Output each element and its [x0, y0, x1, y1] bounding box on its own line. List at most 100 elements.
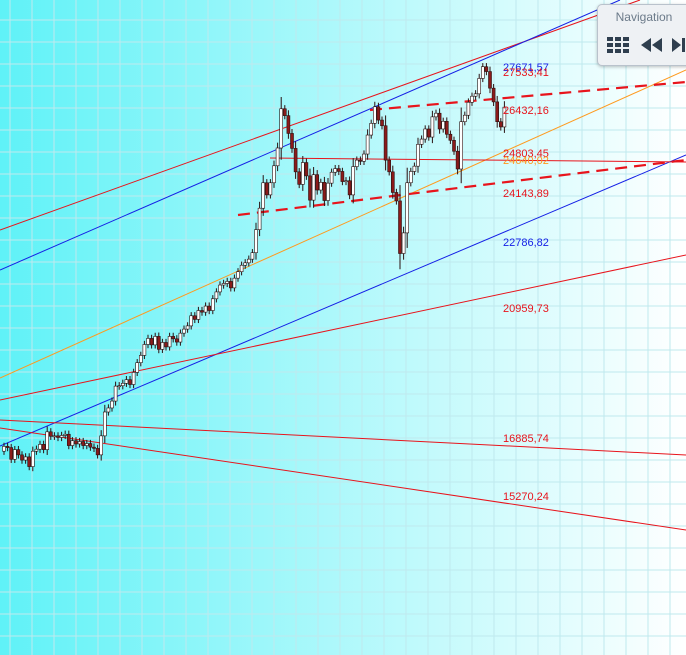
candle — [333, 164, 338, 176]
candle-body — [473, 93, 478, 97]
candle — [88, 439, 93, 451]
candle — [207, 302, 211, 315]
candle-body — [99, 435, 103, 456]
candle — [135, 359, 139, 377]
candle-body — [279, 108, 284, 149]
candle-body — [318, 182, 323, 191]
candle-body — [484, 66, 489, 72]
candle — [369, 119, 374, 139]
candle-body — [243, 262, 247, 266]
candle — [131, 368, 136, 389]
candle — [189, 312, 193, 330]
candle — [405, 167, 410, 248]
candle-body — [128, 379, 132, 385]
candle — [315, 170, 320, 195]
candle-body — [459, 121, 464, 170]
candle-body — [63, 433, 68, 436]
candle-body — [175, 338, 179, 343]
candle-body — [275, 147, 280, 167]
descending-red-2 — [0, 427, 686, 531]
rewind-icon[interactable] — [639, 35, 665, 55]
candle — [9, 443, 13, 463]
candle — [142, 340, 147, 360]
price-level-label: 24640,02 — [503, 155, 549, 167]
mid-channel-orange — [0, 69, 686, 379]
candle-body — [315, 174, 320, 191]
candle — [13, 445, 17, 463]
candle — [92, 443, 96, 453]
candle — [358, 156, 363, 165]
candle — [344, 177, 348, 186]
candle-body — [387, 159, 392, 173]
candle-body — [498, 121, 503, 128]
candle — [171, 332, 175, 343]
candle-body — [362, 153, 366, 162]
candle-body — [430, 116, 435, 138]
grid-icon[interactable] — [606, 35, 632, 55]
candle — [491, 84, 496, 107]
candle-body — [207, 305, 211, 311]
candle — [365, 129, 370, 160]
candle — [462, 111, 467, 126]
candle-body — [495, 101, 500, 123]
candle-body — [434, 112, 438, 118]
candles — [2, 63, 507, 472]
candle — [232, 274, 237, 292]
candle-body — [218, 284, 222, 293]
step-forward-icon[interactable] — [670, 35, 686, 55]
candle — [38, 440, 42, 453]
candle — [495, 95, 500, 128]
candle-body — [95, 448, 100, 456]
candle — [250, 249, 255, 263]
candle — [441, 117, 446, 133]
candle-body — [462, 114, 467, 123]
candle — [473, 90, 478, 100]
candle-body — [225, 281, 229, 284]
candle — [63, 430, 68, 440]
candle-body — [56, 435, 60, 438]
candle — [52, 432, 57, 440]
candle — [336, 164, 341, 176]
candle-body — [48, 431, 53, 437]
candle — [103, 404, 107, 444]
candle-body — [477, 78, 482, 95]
candle — [30, 446, 35, 472]
candle — [408, 167, 413, 187]
candle-body — [408, 171, 413, 184]
candle — [196, 306, 201, 324]
candle — [434, 109, 438, 121]
candle-body — [182, 328, 186, 334]
candle-body — [470, 95, 474, 103]
candle — [185, 322, 190, 333]
candle — [139, 351, 143, 367]
descending-red-1 — [0, 419, 686, 456]
candle-body — [340, 171, 345, 182]
candle — [329, 168, 334, 187]
candle-body — [293, 148, 298, 173]
candle-body — [344, 180, 348, 183]
candle-body — [322, 182, 327, 201]
candle-body — [326, 182, 330, 201]
candle-body — [329, 171, 334, 184]
candle — [200, 306, 204, 316]
candle-body — [261, 182, 266, 209]
candle — [293, 141, 298, 179]
candle — [257, 201, 262, 237]
candle — [164, 338, 168, 351]
candle — [167, 332, 172, 351]
candle-body — [441, 120, 446, 130]
candle-body — [380, 119, 384, 127]
candle — [459, 107, 464, 184]
candle — [99, 430, 103, 461]
candle-body — [20, 454, 24, 461]
candle-body — [250, 252, 255, 260]
candle-body — [193, 315, 197, 320]
candle-body — [167, 336, 172, 348]
candle-body — [416, 144, 420, 167]
price-level-label: 24143,89 — [503, 188, 549, 200]
candle — [387, 156, 392, 176]
candle — [279, 96, 284, 160]
candle-body — [146, 338, 150, 345]
